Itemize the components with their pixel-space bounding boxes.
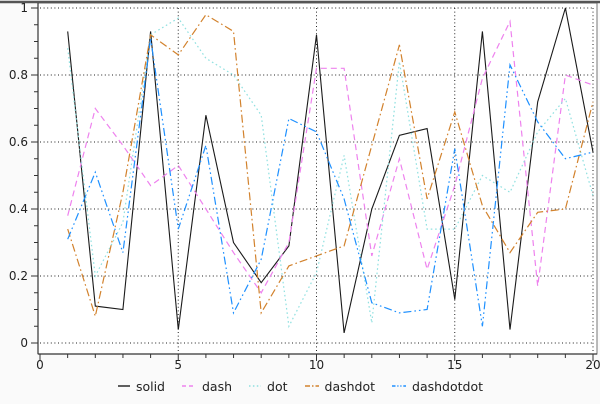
legend-item-dot: dot bbox=[248, 378, 288, 394]
x-tick-label: 0 bbox=[36, 358, 44, 372]
legend-label-dashdot: dashdot bbox=[324, 378, 376, 394]
y-tick-label: 0.6 bbox=[9, 135, 28, 149]
y-tick-label: 1 bbox=[20, 1, 28, 15]
y-tick-label: 0 bbox=[20, 336, 28, 350]
x-tick-label: 15 bbox=[447, 358, 462, 372]
series-line-dashdotdot bbox=[67, 38, 594, 327]
series-line-dot bbox=[67, 17, 594, 329]
plot-area bbox=[38, 3, 597, 354]
legend-label-dot: dot bbox=[267, 378, 288, 394]
gridlines bbox=[40, 7, 594, 353]
legend-item-dash: dash bbox=[181, 379, 232, 394]
axis-tick-labels: 0 5 10 15 20 0 0.2 0.4 0.6 0.8 1 bbox=[9, 1, 600, 372]
legend-swatch-dash bbox=[182, 385, 196, 387]
x-tick-label: 5 bbox=[174, 358, 182, 372]
legend-swatch-dashdotdot bbox=[392, 385, 407, 387]
legend-item-dashdotdot: dashdotdot bbox=[391, 379, 483, 394]
legend-swatch-dot bbox=[249, 385, 262, 387]
x-tick-label: 10 bbox=[309, 358, 324, 372]
plot-frame bbox=[0, 0, 600, 355]
x-tick-label: 20 bbox=[585, 358, 600, 372]
series-line-solid bbox=[67, 7, 594, 334]
axis-ticks bbox=[31, 7, 594, 361]
legend-label-dash: dash bbox=[202, 378, 233, 394]
legend-label-dashdotdot: dashdotdot bbox=[412, 378, 484, 394]
series-lines bbox=[67, 7, 594, 334]
legend-swatch-solid bbox=[117, 385, 130, 387]
y-tick-label: 0.2 bbox=[9, 269, 28, 283]
legend-label-solid: solid bbox=[135, 378, 165, 394]
legend: solid dash dot dashdot dashdotdot bbox=[0, 377, 600, 395]
series-line-dash bbox=[67, 19, 594, 294]
legend-swatch-dashdot bbox=[304, 385, 319, 387]
y-tick-label: 0.4 bbox=[9, 202, 28, 216]
series-line-dashdot bbox=[67, 13, 594, 319]
legend-item-solid: solid bbox=[117, 379, 165, 394]
y-tick-label: 0.8 bbox=[9, 68, 28, 82]
legend-item-dashdot: dashdot bbox=[304, 378, 376, 394]
